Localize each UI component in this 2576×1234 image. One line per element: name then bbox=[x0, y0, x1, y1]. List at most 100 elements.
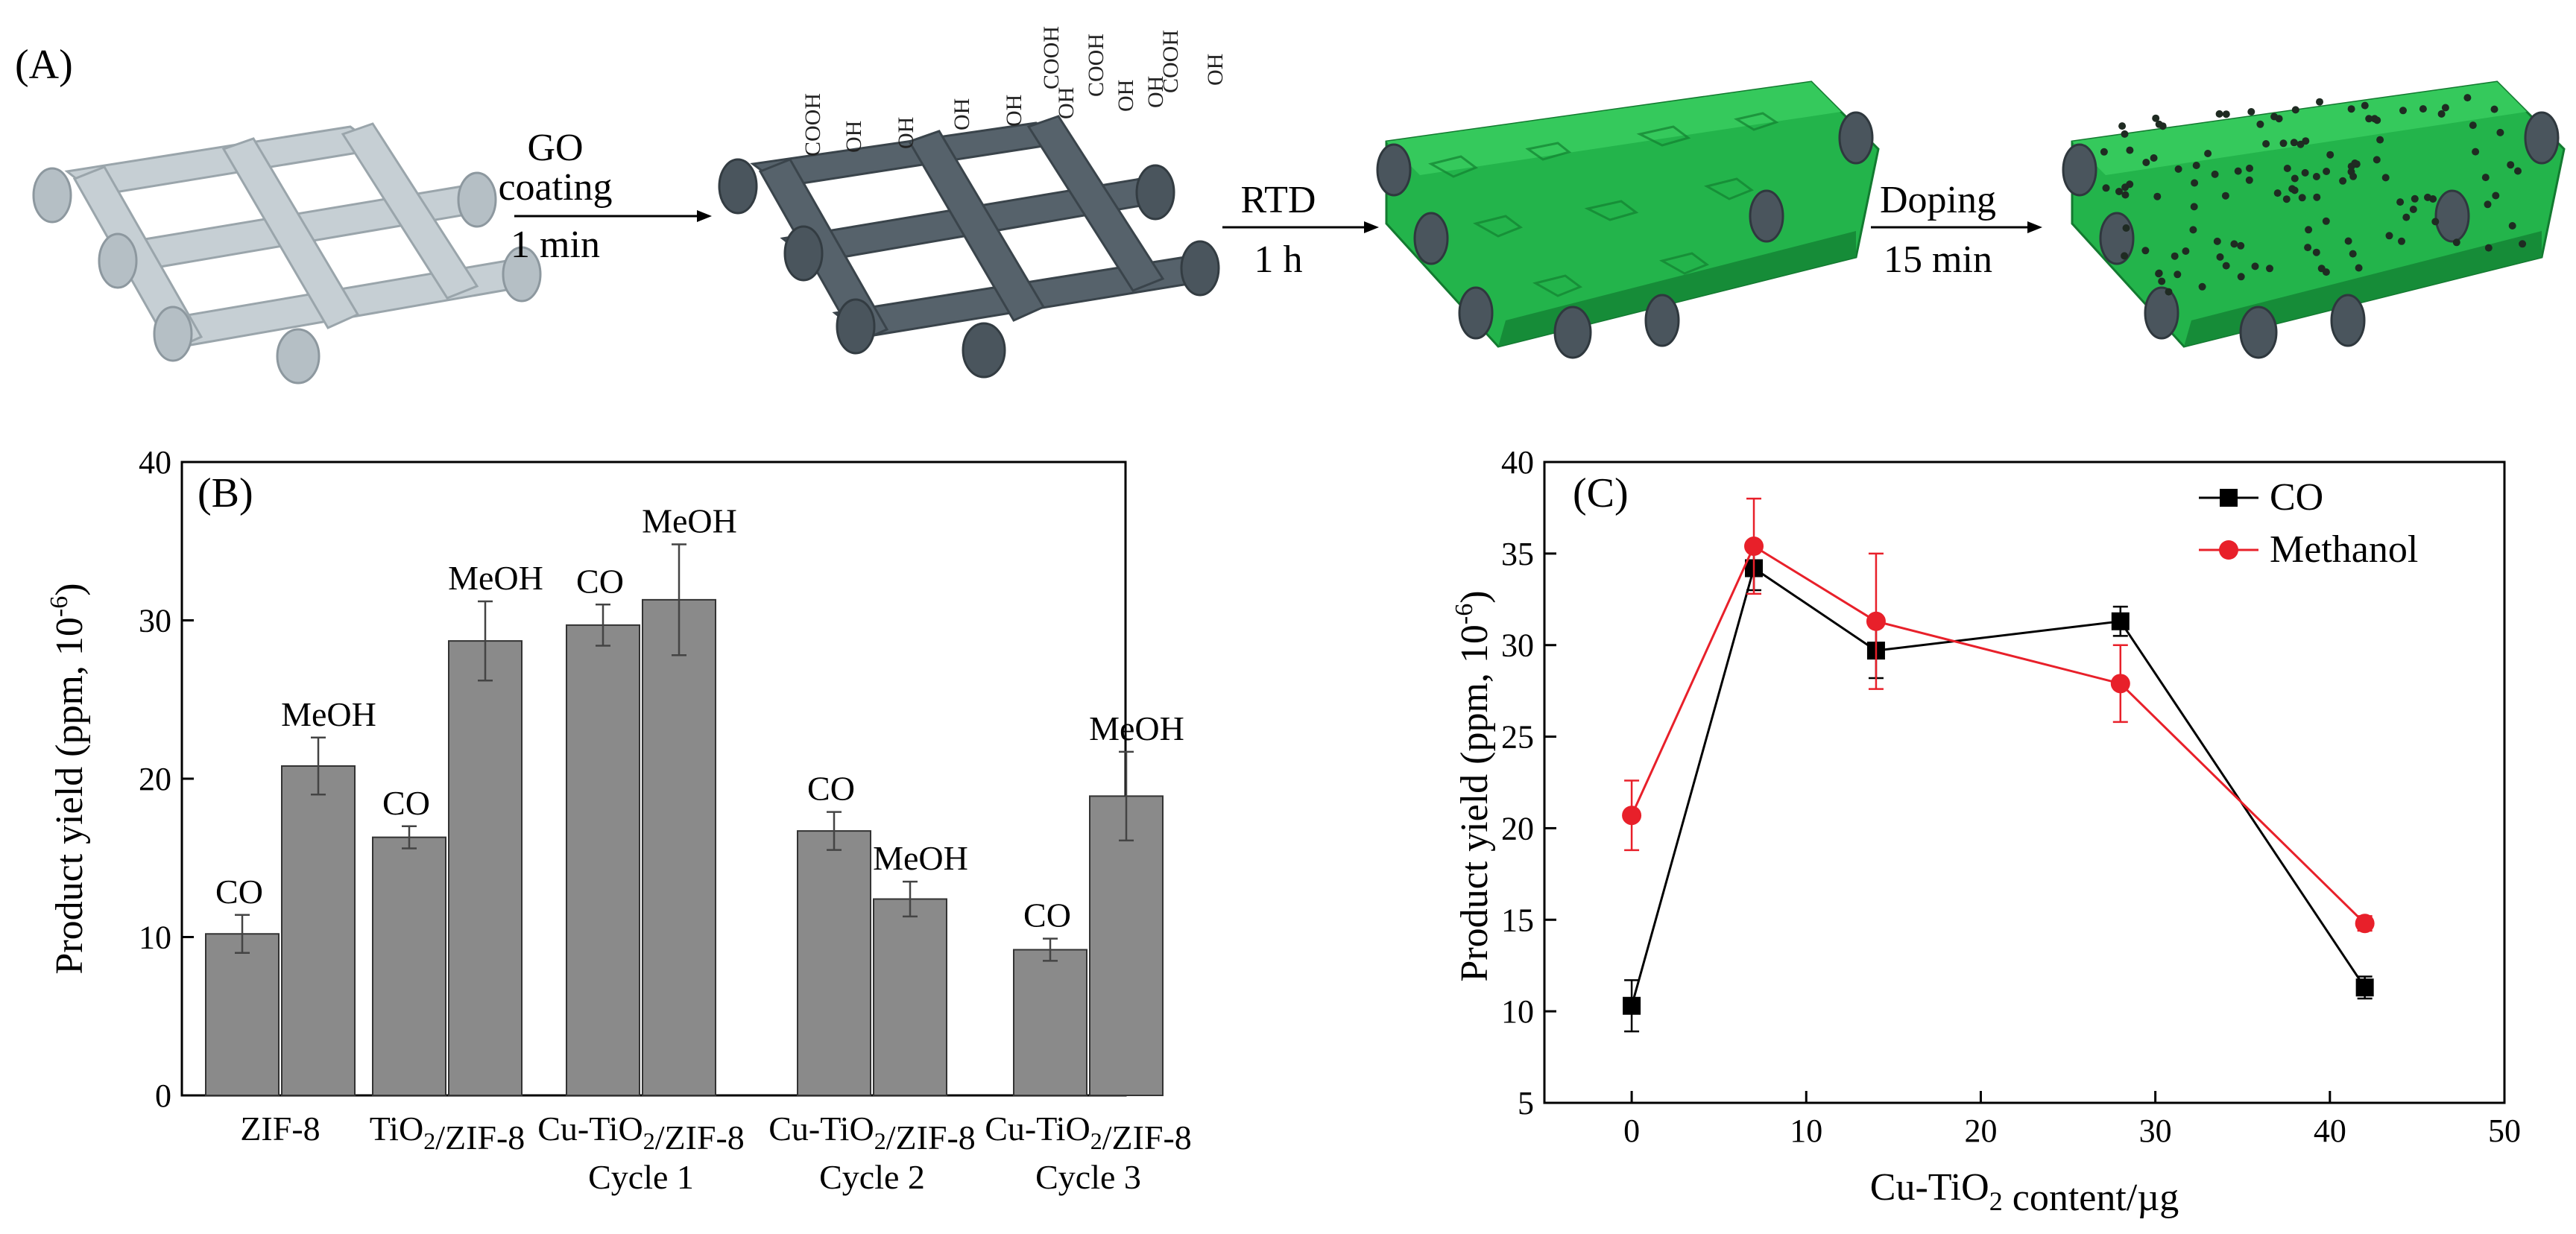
dopant-dot bbox=[2102, 184, 2110, 192]
dopant-dot bbox=[2351, 159, 2359, 167]
dopant-dot bbox=[2279, 139, 2288, 148]
dopant-dot bbox=[2247, 108, 2255, 116]
x-category-sublabel: Cycle 2 bbox=[819, 1158, 925, 1196]
dopant-dot bbox=[2304, 244, 2312, 252]
x-category-label: ZIF-8 bbox=[240, 1110, 320, 1148]
step-1-bottom: 1 min bbox=[511, 224, 600, 266]
dopant-dot bbox=[2150, 154, 2158, 162]
bar-co bbox=[372, 836, 446, 1096]
functional-group-label: OH bbox=[1054, 87, 1079, 119]
bar-data-label: MeOH bbox=[281, 695, 376, 733]
plot-frame-c bbox=[1543, 461, 2506, 1104]
dopant-dot bbox=[2122, 224, 2130, 232]
x-tick-label: 20 bbox=[1964, 1113, 1997, 1149]
x-category-sublabel: Cycle 1 bbox=[588, 1158, 694, 1196]
dopant-dot bbox=[2118, 122, 2127, 130]
zif8-coated-frame-illustration bbox=[1376, 80, 1880, 359]
dopant-dot bbox=[2290, 139, 2298, 147]
data-point-co bbox=[2111, 612, 2130, 630]
dopant-dot bbox=[2158, 277, 2166, 285]
dopant-dot bbox=[2361, 101, 2369, 110]
dopant-dot bbox=[2431, 218, 2440, 226]
dopant-dot bbox=[2484, 200, 2492, 209]
y-tick-label: 40 bbox=[139, 444, 171, 481]
dopant-dot bbox=[2153, 192, 2162, 200]
y-axis-title-b-sup: -6 bbox=[45, 596, 73, 617]
dopant-dot bbox=[2100, 148, 2108, 156]
dopant-dot bbox=[2373, 116, 2381, 124]
x-category-label: TiO2/ZIF-8 bbox=[370, 1110, 525, 1157]
dopant-dot bbox=[2155, 120, 2163, 128]
y-axis-title-c-text: Product yield (ppm, 10 bbox=[1453, 624, 1496, 982]
dopant-dot bbox=[2246, 164, 2253, 172]
dopant-dot bbox=[2507, 161, 2515, 169]
functional-group-label: COOH bbox=[1158, 30, 1183, 93]
dopant-dot bbox=[2288, 185, 2296, 193]
y-axis-title-b-text: Product yield (ppm, 10 bbox=[48, 617, 91, 975]
y-axis-title-c: Product yield (ppm, 10-6) bbox=[1450, 590, 1496, 981]
data-point-methanol bbox=[2110, 674, 2130, 694]
bar-data-label: CO bbox=[382, 784, 430, 822]
dopant-dot bbox=[2115, 188, 2123, 195]
panel-a-label: (A) bbox=[15, 42, 73, 88]
series-line-co bbox=[1630, 566, 2366, 1007]
x-tick-label: 0 bbox=[1623, 1113, 1640, 1149]
panel-b-label: (B) bbox=[198, 470, 253, 516]
dopant-dot bbox=[2399, 107, 2407, 115]
dopant-dot bbox=[2230, 240, 2238, 248]
functional-group-label: COOH bbox=[1039, 26, 1064, 89]
dopant-dot bbox=[2323, 168, 2331, 175]
x-category-sublabel: Cycle 3 bbox=[1035, 1158, 1141, 1196]
dopant-dot bbox=[2398, 237, 2405, 245]
functional-group-label: OH bbox=[1203, 54, 1228, 86]
bar-co bbox=[205, 933, 280, 1096]
step-arrow-2: RTD 1 h bbox=[1222, 179, 1379, 281]
dopant-dot bbox=[2234, 167, 2242, 175]
dopant-dot bbox=[2211, 170, 2219, 178]
dopant-dot bbox=[2189, 226, 2197, 234]
dopant-dot bbox=[2291, 174, 2299, 183]
step-3-bottom: 15 min bbox=[1884, 238, 1992, 281]
step-arrow-3: Doping 15 min bbox=[1871, 179, 2042, 281]
dopant-dot bbox=[2469, 121, 2477, 130]
dopant-dot bbox=[2514, 167, 2522, 175]
x-axis-ticks-c: 0 10 20 30 40 50 bbox=[1623, 1091, 2521, 1149]
dopant-dot bbox=[2441, 104, 2449, 112]
y-tick-label: 20 bbox=[139, 761, 171, 797]
dopant-dot bbox=[2385, 232, 2393, 240]
y-tick-label: 35 bbox=[1501, 536, 1534, 572]
y-axis-title-b: Product yield (ppm, 10-6) bbox=[45, 583, 91, 974]
functional-group-label: OH bbox=[1143, 76, 1168, 108]
dopant-dot bbox=[2251, 262, 2259, 270]
dopant-dot bbox=[2121, 191, 2130, 199]
cu-tio2-doped-frame-illustration bbox=[2062, 80, 2566, 359]
dopant-dot bbox=[2204, 150, 2212, 157]
data-point-methanol bbox=[1866, 611, 1886, 631]
bar-meoh bbox=[873, 898, 947, 1096]
functional-group-label: OH bbox=[1002, 95, 1026, 127]
bar-data-label: MeOH bbox=[1089, 709, 1184, 747]
x-tick-label: 30 bbox=[2139, 1113, 2172, 1149]
dopant-dot bbox=[2298, 194, 2306, 202]
dopant-dot bbox=[2191, 179, 2199, 187]
dopant-dot bbox=[2155, 270, 2163, 278]
dopant-dot bbox=[2496, 128, 2504, 136]
dopant-dot bbox=[2481, 174, 2490, 182]
functional-group-label: OH bbox=[1114, 80, 1138, 112]
data-point-co bbox=[2355, 978, 2374, 997]
dopant-dot bbox=[2216, 253, 2224, 261]
y-tick-label: 15 bbox=[1501, 902, 1534, 938]
y-axis-ticks-b: 0 10 20 30 40 bbox=[139, 444, 194, 1114]
dopant-dot bbox=[2409, 206, 2417, 213]
y-axis-title-c-sup: -6 bbox=[1450, 604, 1478, 624]
dopant-dot bbox=[2121, 252, 2129, 260]
dopant-dot bbox=[2121, 183, 2130, 192]
dopant-dot bbox=[2472, 148, 2480, 156]
dopant-dot bbox=[2192, 162, 2200, 169]
dopant-dot bbox=[2291, 106, 2299, 114]
dopant-dot bbox=[2282, 195, 2291, 203]
step-2-top: RTD bbox=[1241, 179, 1316, 221]
